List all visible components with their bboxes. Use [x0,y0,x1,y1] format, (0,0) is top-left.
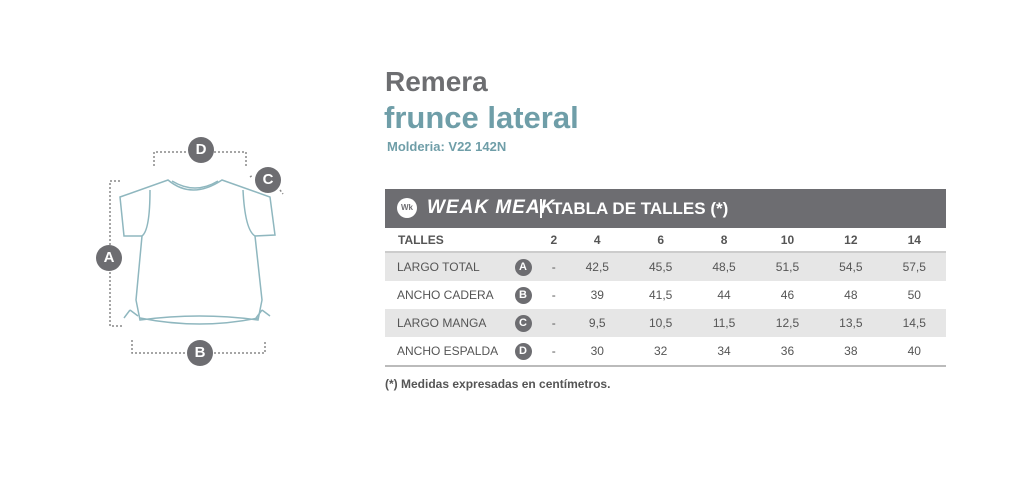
cell-value: 50 [907,288,921,302]
cell-value: 10,5 [628,309,693,337]
badge-b: B [187,340,213,366]
cell-value: 9,5 [565,309,629,337]
row-label: LARGO MANGA [385,309,504,337]
cell-value: 38 [819,337,883,367]
cell-value: 57,5 [882,252,946,281]
cell-value: 44 [717,288,731,302]
molderia-code: Molderia: V22 142N [387,139,507,154]
table-row: ANCHO CADERA B - 39 41,5 44 46 48 50 [385,281,946,309]
size-table: TALLES 2 4 6 8 10 12 14 LARGO TOTAL A -42,5 45,5 48… [385,229,946,367]
size-header: 6 [628,229,693,253]
row-badge-cell: B [504,281,542,309]
cell-value: 32 [628,337,693,367]
cell-value: 51,5 [755,252,820,281]
cell-value: 39 [590,288,604,302]
divider [540,199,542,218]
cell-value: 40 [882,337,946,367]
size-header: 12 [819,229,883,253]
cell-value: 42,5 [565,252,629,281]
cell-value: 48 [844,288,858,302]
product-title: Remera [385,66,488,97]
row-badge-cell: A [504,252,542,281]
cell-value: - [542,252,566,281]
badge-c: C [255,167,281,193]
cell-value: - [542,337,566,367]
row-label: ANCHO CADERA [397,288,494,302]
brand-name: WEAK MEAK [427,197,556,218]
brand-logo-icon: Wk [397,198,417,218]
header-badge [504,229,542,253]
cell-value: 54,5 [819,252,883,281]
cell-value: - [542,309,566,337]
size-header: 2 [542,229,566,253]
row-badge-cell: C [504,309,542,337]
table-row: ANCHO ESPALDA D -30 32 34 36 38 40 [385,337,946,367]
product-subtitle: frunce lateral [384,100,579,135]
row-badge-cell: D [504,337,542,367]
row-badge: B [514,286,532,304]
cell-value: 34 [692,337,756,367]
table-header-bar: Wk WEAK MEAK TABLA DE TALLES (*) [385,189,946,228]
cell-value: 11,5 [692,309,756,337]
row-label: ANCHO ESPALDA [385,337,504,367]
tshirt-diagram [109,151,284,354]
row-badge: C [514,314,532,332]
row-badge: D [514,342,532,360]
cell-value: 48,5 [692,252,756,281]
row-badge: A [514,258,532,276]
cell-value: 46 [780,288,795,302]
badge-a: A [96,245,122,271]
size-header: 8 [692,229,756,253]
table-row: LARGO MANGA C -9,5 10,5 11,5 12,5 13,5 14,5 [385,309,946,337]
table-title: TABLA DE TALLES (*) [552,199,729,218]
cell-value: 13,5 [819,309,883,337]
cell-value: - [551,288,556,302]
cell-value: 45,5 [628,252,693,281]
header-talles: TALLES [385,229,504,253]
cell-value: 41,5 [648,288,673,302]
cell-value: 14,5 [882,309,946,337]
cell-value: 36 [755,337,820,367]
size-header: 14 [882,229,946,253]
size-header: 4 [565,229,629,253]
footnote: (*) Medidas expresadas en centímetros. [385,377,611,391]
size-header: 10 [755,229,820,253]
cell-value: 12,5 [755,309,820,337]
badge-d: D [188,137,214,163]
row-label: LARGO TOTAL [385,252,504,281]
cell-value: 30 [565,337,629,367]
table-row: LARGO TOTAL A -42,5 45,5 48,5 51,5 54,5 57,5 [385,252,946,281]
